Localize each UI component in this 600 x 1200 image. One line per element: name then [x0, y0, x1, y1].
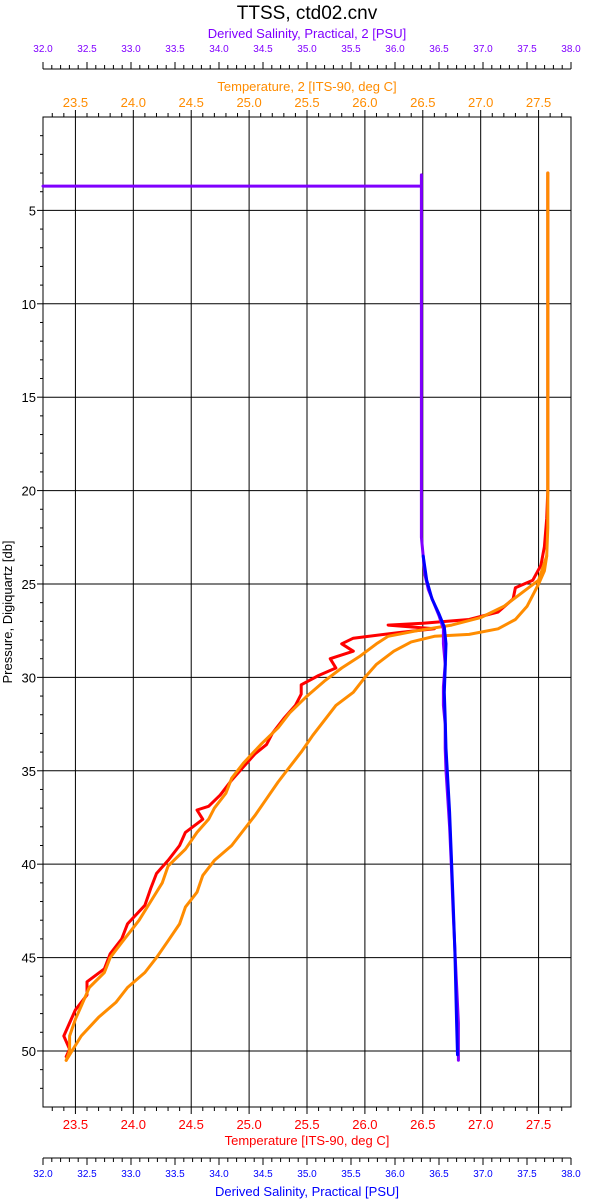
- axis-tick-label: 26.5: [410, 1117, 435, 1132]
- pressure-axis: 5 10 15 20 25 30 35 40 45 50: [22, 135, 43, 1089]
- axis-tick-label: 32.5: [77, 44, 97, 55]
- axis-tick-label: 36.0: [385, 1169, 405, 1180]
- axis-tick-label: 34.0: [209, 44, 229, 55]
- bottom-salinity-axis-title: Derived Salinity, Practical [PSU]: [215, 1184, 399, 1199]
- y-tick-label: 35: [22, 764, 36, 779]
- axis-tick-label: 33.0: [121, 44, 141, 55]
- axis-tick-label: 37.5: [517, 44, 537, 55]
- axis-tick-label: 38.0: [561, 44, 581, 55]
- y-tick-label: 30: [22, 670, 36, 685]
- axis-tick-label: 34.5: [253, 44, 273, 55]
- axis-tick-label: 35.5: [341, 44, 361, 55]
- axis-tick-label: 25.5: [294, 95, 319, 110]
- axis-tick-label: 37.0: [473, 44, 493, 55]
- axis-tick-label: 24.5: [179, 1117, 204, 1132]
- axis-tick-label: 26.5: [410, 95, 435, 110]
- axis-tick-label: 32.0: [33, 1169, 53, 1180]
- y-tick-label: 10: [22, 297, 36, 312]
- bottom-temperature-axis: 23.5 24.0 24.5 25.0 25.5 26.0 26.5 27.0 27.5: [43, 1106, 571, 1132]
- axis-tick-label: 34.5: [253, 1169, 273, 1180]
- axis-tick-label: 24.0: [121, 95, 146, 110]
- y-tick-label: 25: [22, 577, 36, 592]
- axis-tick-label: 27.0: [468, 95, 493, 110]
- axis-tick-label: 23.5: [63, 95, 88, 110]
- axis-tick-label: 35.0: [297, 44, 317, 55]
- axis-tick-label: 26.0: [352, 95, 377, 110]
- axis-tick-label: 37.5: [517, 1169, 537, 1180]
- top-temperature-axis-title: Temperature, 2 [ITS-90, deg C]: [217, 79, 396, 94]
- top-temperature-axis: 23.5 24.0 24.5 25.0 25.5 26.0 26.5 27.0 27.5: [43, 95, 571, 118]
- series-line-2: [64, 171, 550, 1062]
- axis-tick-label: 24.5: [179, 95, 204, 110]
- bottom-temperature-axis-title: Temperature [ITS-90, deg C]: [225, 1133, 390, 1148]
- axis-tick-label: 33.5: [165, 1169, 185, 1180]
- axis-tick-label: 32.0: [33, 44, 53, 55]
- y-tick-label: 15: [22, 390, 36, 405]
- y-tick-label: 40: [22, 857, 36, 872]
- axis-tick-label: 27.0: [468, 1117, 493, 1132]
- axis-tick-label: 27.5: [526, 95, 551, 110]
- axis-tick-label: 25.5: [294, 1117, 319, 1132]
- axis-tick-label: 34.0: [209, 1169, 229, 1180]
- top-salinity-axis: 32.0 32.5 33.0 33.5 34.0 34.5 35.0 35.5 36.0 36.5…: [33, 44, 581, 70]
- axis-tick-label: 26.0: [352, 1117, 377, 1132]
- y-tick-label: 5: [29, 203, 36, 218]
- axis-tick-label: 35.0: [297, 1169, 317, 1180]
- axis-tick-label: 23.5: [63, 1117, 88, 1132]
- axis-tick-label: 27.5: [526, 1117, 551, 1132]
- y-tick-label: 45: [22, 951, 36, 966]
- pressure-axis-title: Pressure, Digiquartz [db]: [0, 540, 15, 683]
- axis-tick-label: 36.0: [385, 44, 405, 55]
- axis-tick-label: 25.0: [236, 95, 261, 110]
- axis-tick-label: 36.5: [429, 1169, 449, 1180]
- axis-tick-label: 32.5: [77, 1169, 97, 1180]
- axis-tick-label: 25.0: [236, 1117, 261, 1132]
- axis-tick-label: 36.5: [429, 44, 449, 55]
- chart-title: TTSS, ctd02.cnv: [237, 3, 378, 24]
- y-tick-label: 20: [22, 484, 36, 499]
- series-line-3: [64, 554, 549, 1062]
- axis-tick-label: 37.0: [473, 1169, 493, 1180]
- y-tick-label: 50: [22, 1044, 36, 1059]
- series-line-5: [421, 554, 459, 1057]
- top-salinity-axis-title: Derived Salinity, Practical, 2 [PSU]: [208, 26, 406, 41]
- axis-tick-label: 35.5: [341, 1169, 361, 1180]
- axis-tick-label: 24.0: [121, 1117, 146, 1132]
- axis-tick-label: 33.0: [121, 1169, 141, 1180]
- bottom-salinity-axis: 32.0 32.5 33.0 33.5 34.0 34.5 35.0 35.5 36.0 36.5…: [33, 1157, 581, 1180]
- data-series: [41, 171, 550, 1062]
- axis-tick-label: 33.5: [165, 44, 185, 55]
- axis-tick-label: 38.0: [561, 1169, 581, 1180]
